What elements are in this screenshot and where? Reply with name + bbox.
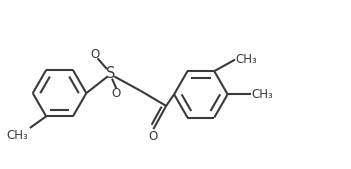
- Text: O: O: [90, 48, 99, 61]
- Text: CH₃: CH₃: [6, 129, 28, 142]
- Text: CH₃: CH₃: [236, 53, 258, 66]
- Text: O: O: [112, 87, 121, 100]
- Text: CH₃: CH₃: [252, 88, 273, 101]
- Text: S: S: [106, 66, 115, 81]
- Text: O: O: [149, 130, 158, 143]
